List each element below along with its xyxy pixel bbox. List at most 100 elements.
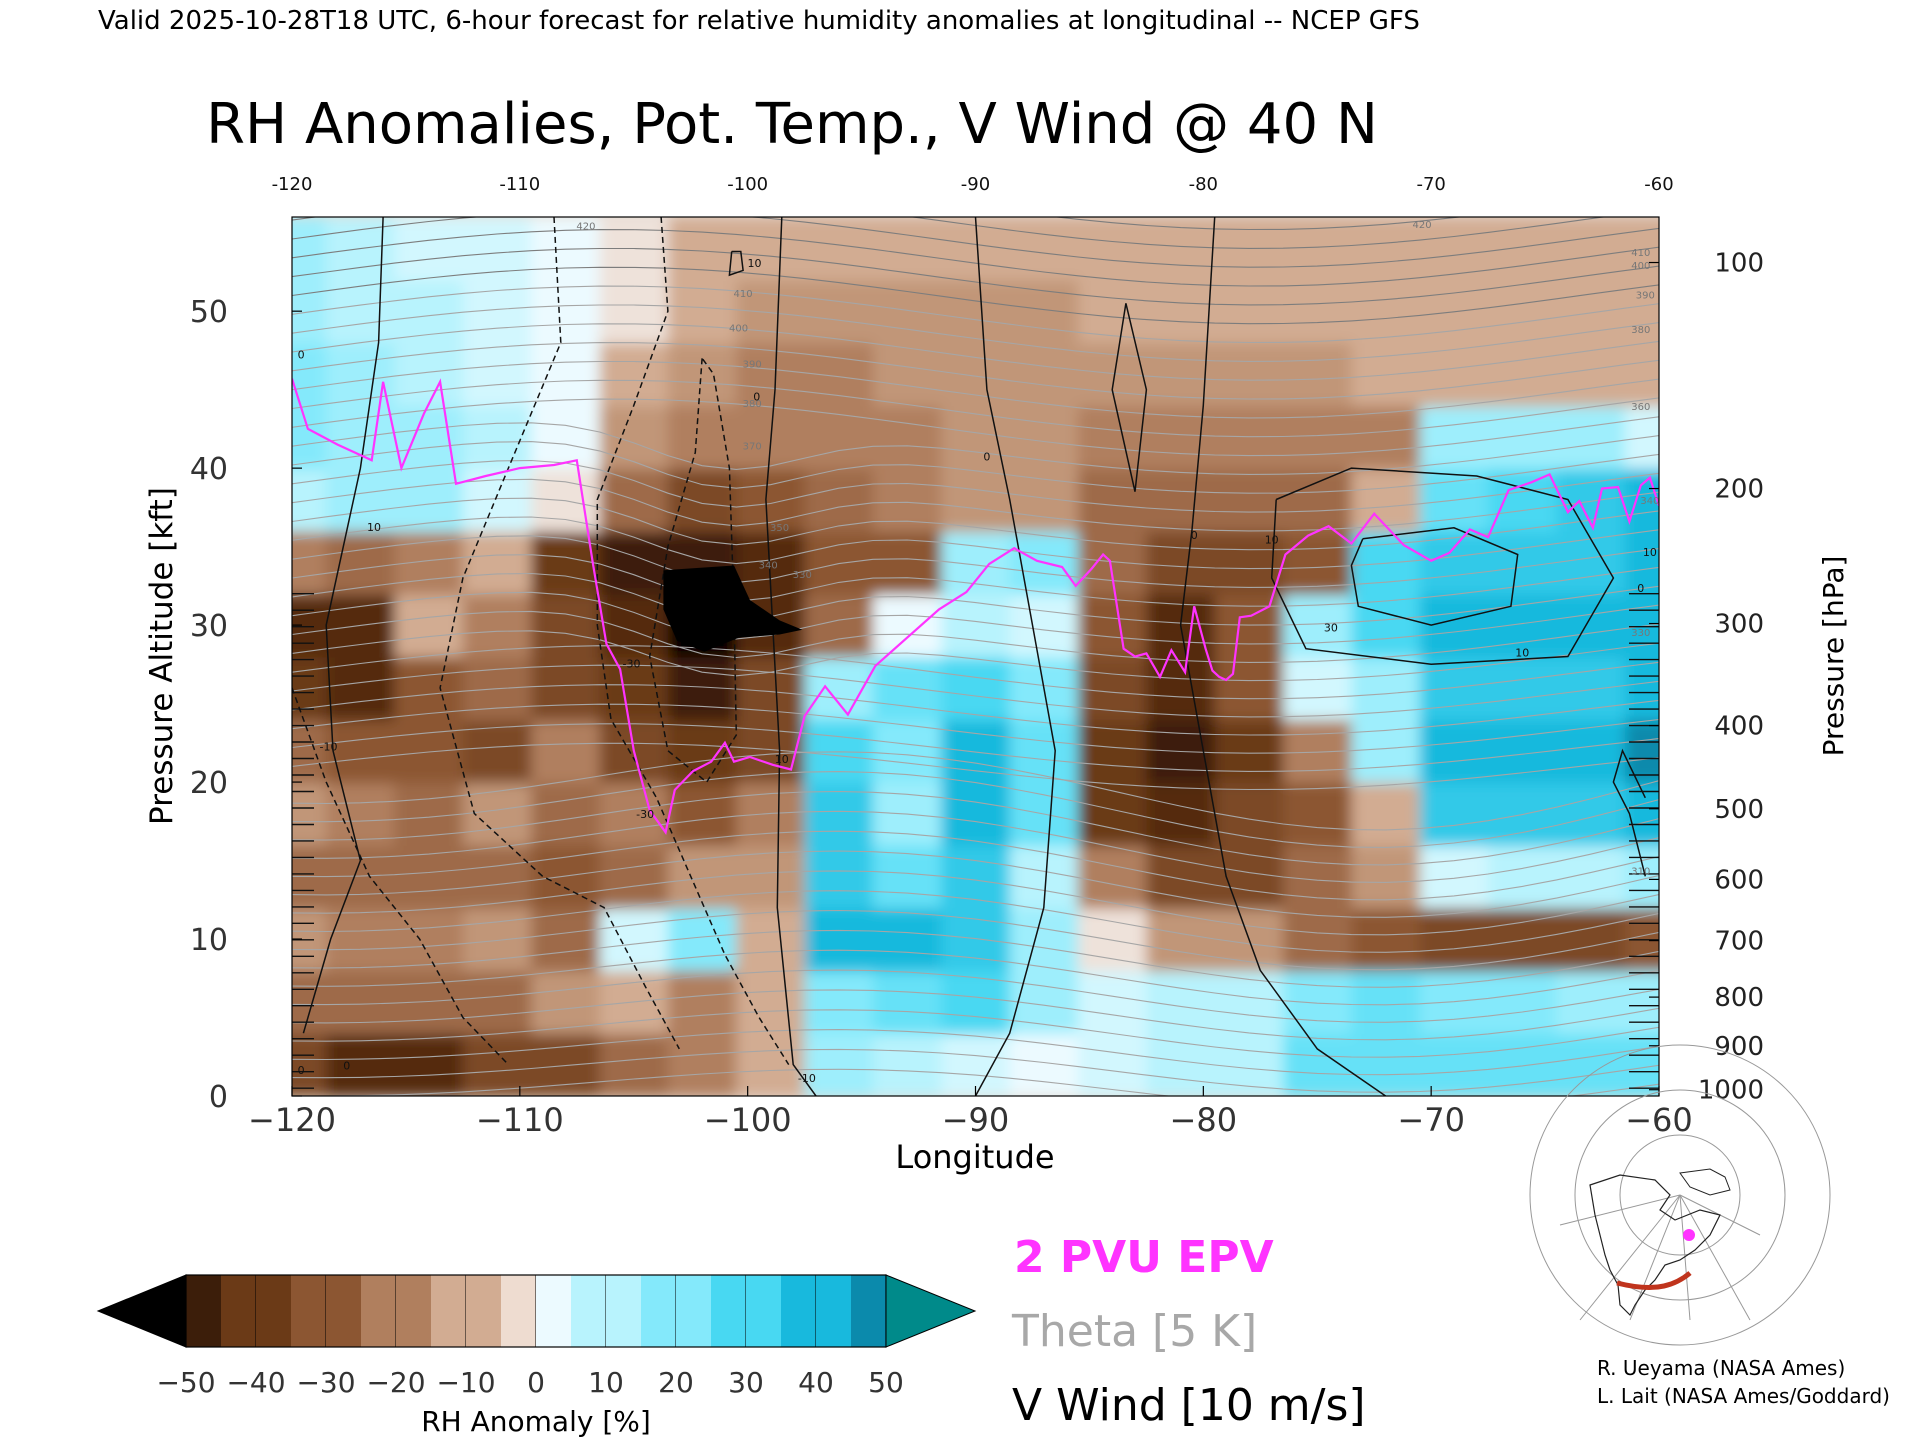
heatmap-cell [292,782,328,846]
heatmap-cell [941,970,1011,1035]
heatmap-cell [531,342,601,407]
heatmap-cell [1214,656,1284,721]
wind-contour-label: -10 [798,1072,816,1085]
heatmap-cell [394,217,464,281]
heatmap-cell [736,844,806,909]
v-wind-contour [1111,303,1148,492]
colorbar-swatch [746,1275,782,1347]
heatmap-cell [462,1033,533,1096]
heatmap-cell [804,468,874,532]
theta-contour [292,703,1659,754]
heatmap-cell [326,530,396,595]
heatmap-cell [394,907,464,972]
colorbar-tick-label: 0 [527,1366,545,1399]
heatmap-cell [599,342,669,407]
wind-contour-label: 10 [367,521,381,534]
heatmap-cell [462,970,533,1035]
y-axis-left: 0 10 20 30 40 50 [190,295,302,1115]
colorbar-swatch [816,1275,852,1347]
heatmap-cell [292,1033,328,1096]
x-tick-label: −80 [1170,1101,1238,1139]
pv-2pvu-line [292,378,1659,835]
heatmap-cell [394,468,464,532]
pressure-tick-label: 100 [1714,249,1764,279]
rh-minimum-patch [663,565,803,652]
v-wind-contours [292,217,1647,1096]
heatmap-cell [1419,970,1490,1035]
heatmap-cell [462,844,533,909]
pressure-tick-label: 600 [1714,865,1764,895]
heatmap-cell [1009,719,1080,784]
heatmap-cell [1009,907,1080,972]
heatmap-cell [1556,844,1626,909]
theta-contour [292,398,1659,457]
heatmap-cell [1624,530,1659,595]
credit-line-2: L. Lait (NASA Ames/Goddard) [1597,1384,1890,1408]
heatmap-cell [1283,342,1353,407]
x-tick-label: −110 [476,1101,564,1139]
theta-contour [292,949,1659,1006]
v-wind-contour [1179,217,1387,1096]
theta-contour [292,304,1659,362]
colorbar-swatch [326,1275,362,1347]
heatmap-cell [1214,970,1284,1035]
heatmap-cell [1146,1033,1216,1096]
theta-contour-label: 370 [743,441,762,452]
heatmap-cell [531,782,601,846]
v-wind-contour [302,217,384,1034]
theta-contour-label: 380 [743,399,762,410]
heatmap-cell [1009,468,1080,532]
theta-contour [292,664,1659,718]
heatmap-cell [394,1033,464,1096]
heatmap-cell [1214,782,1284,846]
y-axis-right-label: Pressure [hPa] [1817,556,1850,757]
y-tick-label: 0 [209,1080,228,1115]
theta-contour [292,870,1659,936]
heatmap-cell [1624,970,1659,1035]
heatmap-cell [1624,782,1659,846]
heatmap-cell [736,279,806,344]
colorbar-swatch [186,1275,222,1347]
theta-contour-label: 420 [1413,220,1432,231]
theta-contour [292,516,1659,570]
pressure-tick-label: 1000 [1698,1076,1764,1106]
pressure-tick-label: 200 [1714,475,1764,505]
heatmap-cell [1624,719,1659,784]
theta-contour-label: 330 [793,570,812,581]
x-tick-label: −70 [1397,1101,1465,1139]
heatmap-cell [1078,970,1148,1035]
theta-contour [292,535,1659,588]
theta-contour-label: 390 [1636,291,1655,302]
heatmap-cell [326,782,396,846]
colorbar-tick-label: 50 [868,1366,904,1399]
colorbar-swatch [781,1275,817,1347]
x-tick-label: −90 [942,1101,1010,1139]
heatmap-cell [599,907,669,972]
top-axis-tick-labels: -120 -110 -100 -90 -80 -70 -60 [272,174,1674,195]
wind-contour-label: 0 [1637,582,1644,595]
heatmap-cell [1351,405,1421,470]
v-wind-contour [439,217,680,1050]
heatmap-cell [1488,656,1558,721]
heatmap-cell [326,970,396,1035]
wind-contour-label: -30 [623,658,641,671]
theta-contour [292,810,1659,883]
pressure-tick-label: 300 [1714,610,1764,640]
rh-anomaly-field [292,217,1659,1096]
theta-contour [292,684,1659,736]
v-wind-contour [1612,748,1647,877]
heatmap-cell [292,719,328,784]
heatmap-cell [1351,279,1421,344]
heatmap-cell [1214,405,1284,470]
heatmap-cell [1214,719,1284,784]
wind-contour-label: 0 [298,348,305,361]
heatmap-cell [1556,970,1626,1035]
theta-contour [292,422,1659,475]
heatmap-cell [1214,279,1284,344]
theta-contour [292,379,1659,438]
heatmap-cell [1351,907,1421,972]
heatmap-cell [326,1033,396,1096]
heatmap-cell [1351,844,1421,909]
heatmap-cell [1419,656,1490,721]
